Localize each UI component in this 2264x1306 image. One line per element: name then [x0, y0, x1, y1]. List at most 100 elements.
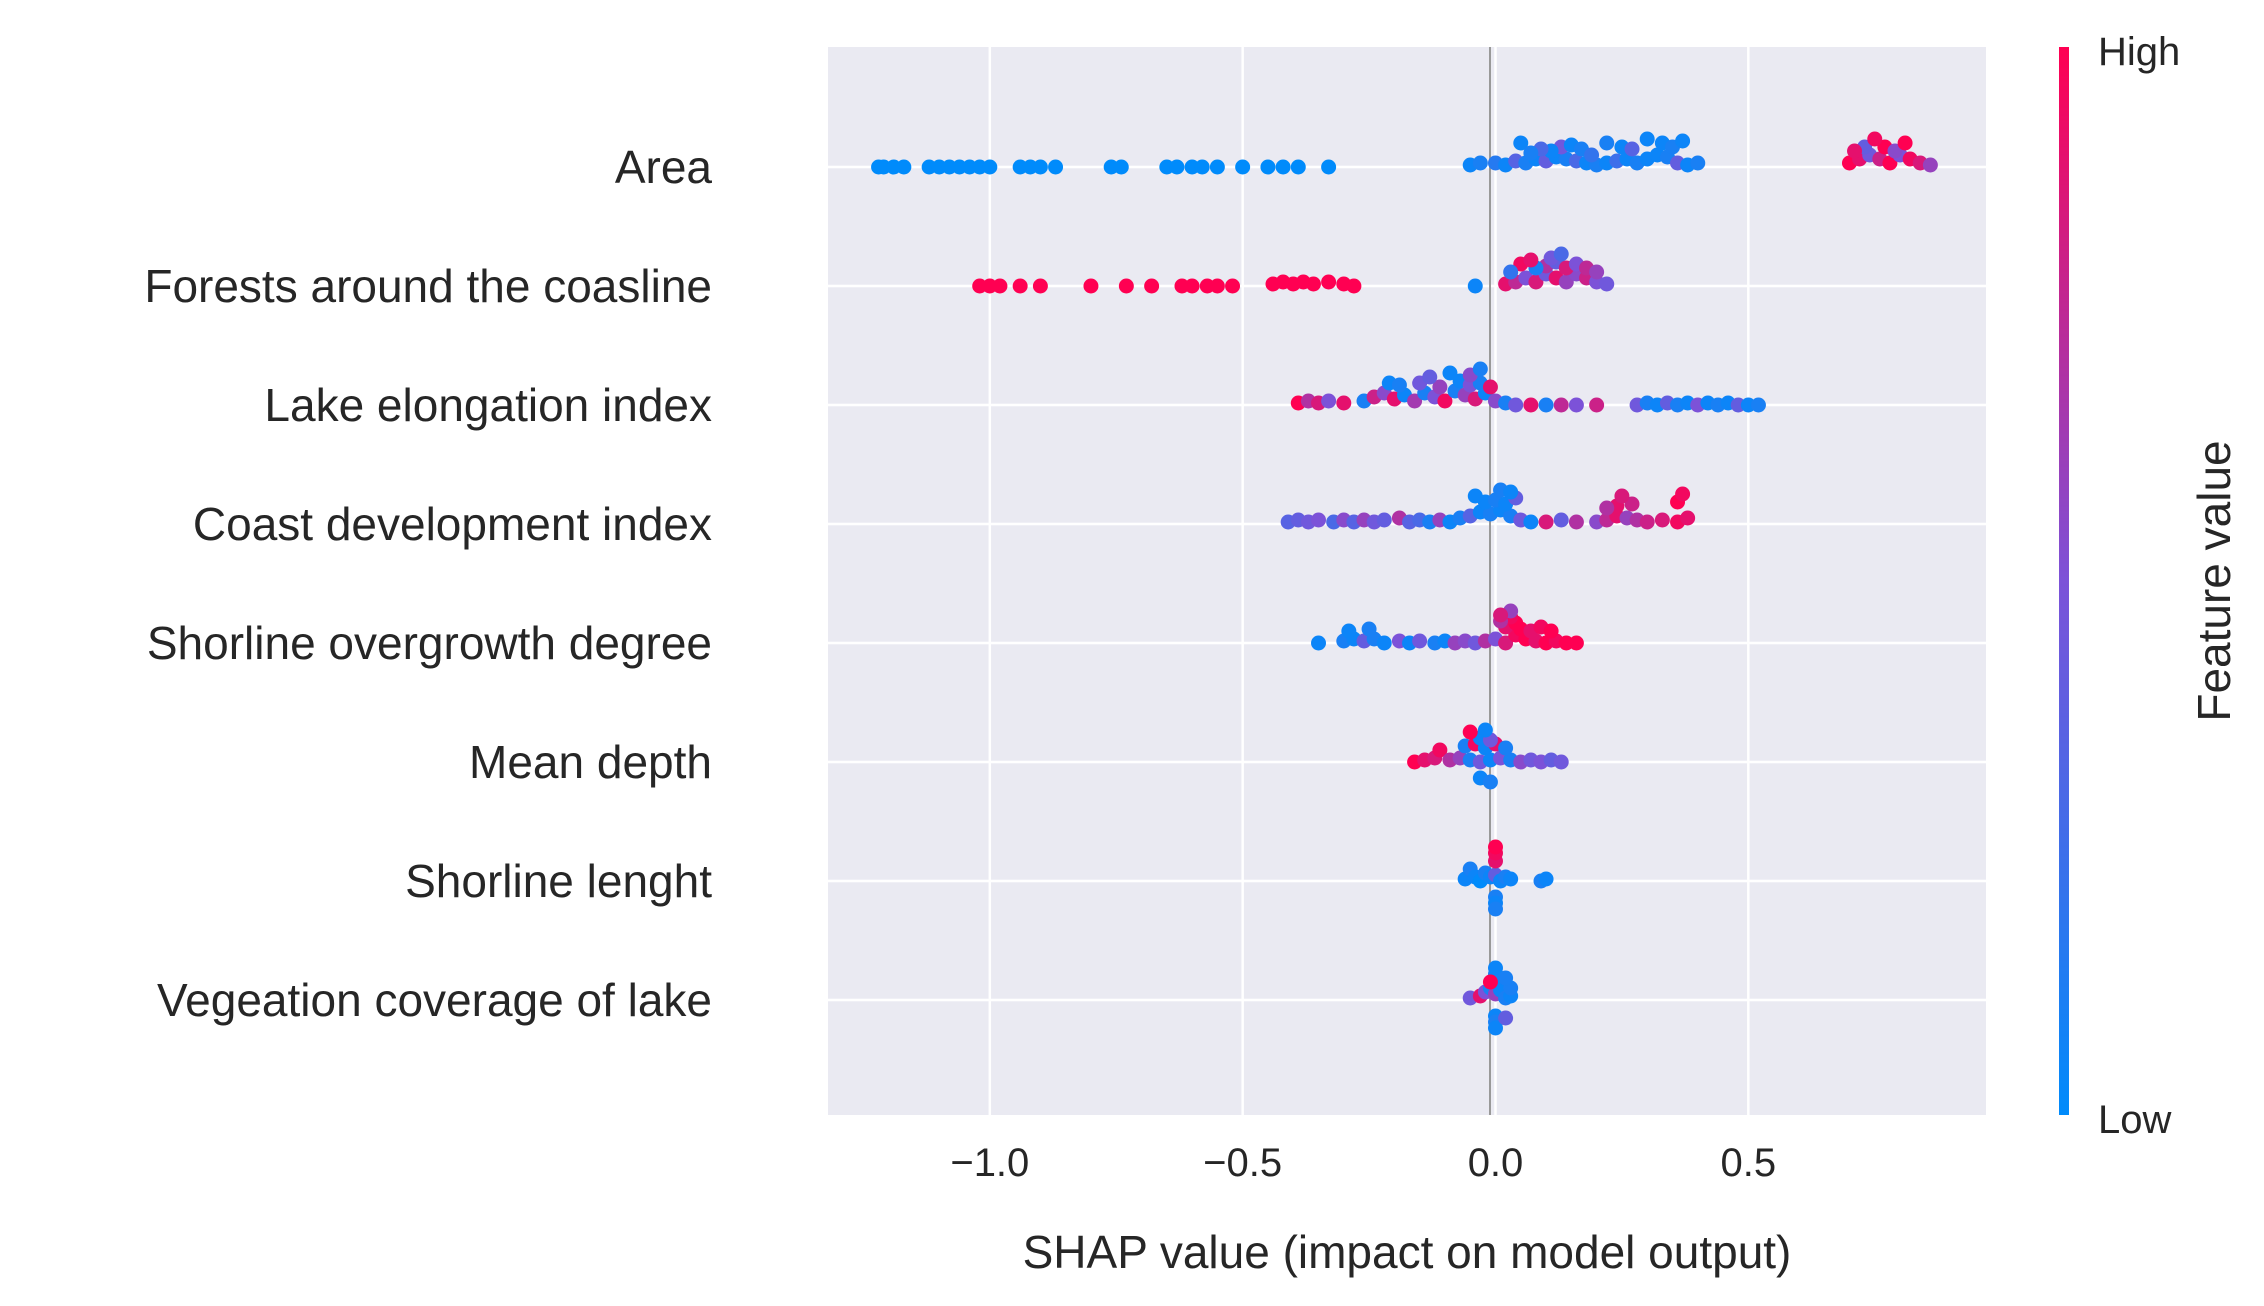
x-tick-label: 0.5 [1721, 1141, 1777, 1185]
shap-point [1477, 722, 1493, 738]
shap-point [1568, 514, 1584, 530]
shap-point [1290, 159, 1306, 175]
feature-label: Shorline lenght [405, 855, 712, 907]
colorbar-gradient [2059, 47, 2069, 1115]
shap-point [1048, 159, 1064, 175]
shap-point [1412, 633, 1428, 649]
shap-point [1493, 607, 1509, 623]
shap-point [1487, 839, 1503, 855]
shap-point [1538, 871, 1554, 887]
shap-point [1538, 397, 1554, 413]
shap-point [1847, 143, 1863, 159]
feature-labels: Area Forests around the coasline Lake elon… [144, 141, 712, 1026]
shap-point [1558, 274, 1574, 290]
shap-point [1225, 278, 1241, 294]
shap-point [896, 159, 912, 175]
shap-point [1482, 774, 1498, 790]
shap-point [1523, 397, 1539, 413]
shap-point [1311, 512, 1327, 528]
shap-point [982, 159, 998, 175]
shap-point [1690, 155, 1706, 171]
shap-point [1467, 278, 1483, 294]
shap-point [1032, 278, 1048, 294]
shap-point [1194, 159, 1210, 175]
shap-point [1675, 486, 1691, 502]
shap-point [1032, 159, 1048, 175]
shap-point [1568, 635, 1584, 651]
shap-point [1432, 379, 1448, 395]
shap-point [1624, 496, 1640, 512]
shap-point [1346, 278, 1362, 294]
shap-point [1487, 1020, 1503, 1036]
shap-point [1321, 274, 1337, 290]
feature-label: Lake elongation index [264, 379, 712, 431]
shap-point [1897, 135, 1913, 151]
shap-point [1553, 397, 1569, 413]
shap-point [1472, 155, 1488, 171]
shap-point [1639, 514, 1655, 530]
shap-point [1589, 264, 1605, 280]
shap-point [1391, 377, 1407, 393]
shap-point [1113, 159, 1129, 175]
shap-point [1482, 974, 1498, 990]
colorbar-high-label: High [2098, 30, 2180, 74]
shap-point [1487, 901, 1503, 917]
feature-label: Coast development index [193, 498, 712, 550]
shap-point [1568, 397, 1584, 413]
feature-label: Mean depth [469, 736, 712, 788]
shap-point [1639, 131, 1655, 147]
colorbar-title: Feature value [2188, 440, 2240, 721]
shap-point [1432, 742, 1448, 758]
shap-point [1680, 510, 1696, 526]
shap-point [1523, 252, 1539, 268]
shap-point [1508, 397, 1524, 413]
shap-point [1169, 159, 1185, 175]
shap-point [1922, 157, 1938, 173]
shap-point [1376, 512, 1392, 528]
shap-point [1599, 500, 1615, 516]
shap-point [1503, 871, 1519, 887]
shap-point [1321, 393, 1337, 409]
shap-point [1184, 278, 1200, 294]
shap-point [1675, 133, 1691, 149]
shap-point [1235, 159, 1251, 175]
shap-point [1487, 960, 1503, 976]
shap-point [1887, 143, 1903, 159]
feature-label: Forests around the coasline [144, 260, 712, 312]
feature-label: Vegeation coverage of lake [157, 974, 712, 1026]
shap-point [1472, 361, 1488, 377]
shap-point [1361, 621, 1377, 637]
shap-point [1523, 514, 1539, 530]
shap-point [1513, 135, 1529, 151]
x-tick-label: −0.5 [1203, 1141, 1282, 1185]
x-tick-label: 0.0 [1468, 1141, 1524, 1185]
shap-point [1503, 484, 1519, 500]
shap-point [1589, 397, 1605, 413]
shap-point [1275, 159, 1291, 175]
data-points [871, 131, 1938, 1036]
shap-point [1599, 135, 1615, 151]
shap-point [1341, 623, 1357, 639]
shap-point [1407, 393, 1423, 409]
shap-point [1882, 155, 1898, 171]
shap-point [1867, 131, 1883, 147]
shap-point [1462, 724, 1478, 740]
shap-point [1624, 141, 1640, 157]
colorbar-low-label: Low [2098, 1098, 2171, 1142]
shap-point [1336, 395, 1352, 411]
shap-point [1260, 159, 1276, 175]
shap-point [1209, 278, 1225, 294]
shap-point [1482, 379, 1498, 395]
shap-point [1498, 1010, 1514, 1026]
shap-point [1498, 970, 1514, 986]
shap-point [1376, 635, 1392, 651]
shap-point [1467, 488, 1483, 504]
shap-point [1654, 512, 1670, 528]
shap-point [1422, 369, 1438, 385]
shap-point [1305, 276, 1321, 292]
shap-point [992, 278, 1008, 294]
feature-label: Shorline overgrowth degree [147, 617, 712, 669]
shap-point [1538, 514, 1554, 530]
shap-point [1118, 278, 1134, 294]
